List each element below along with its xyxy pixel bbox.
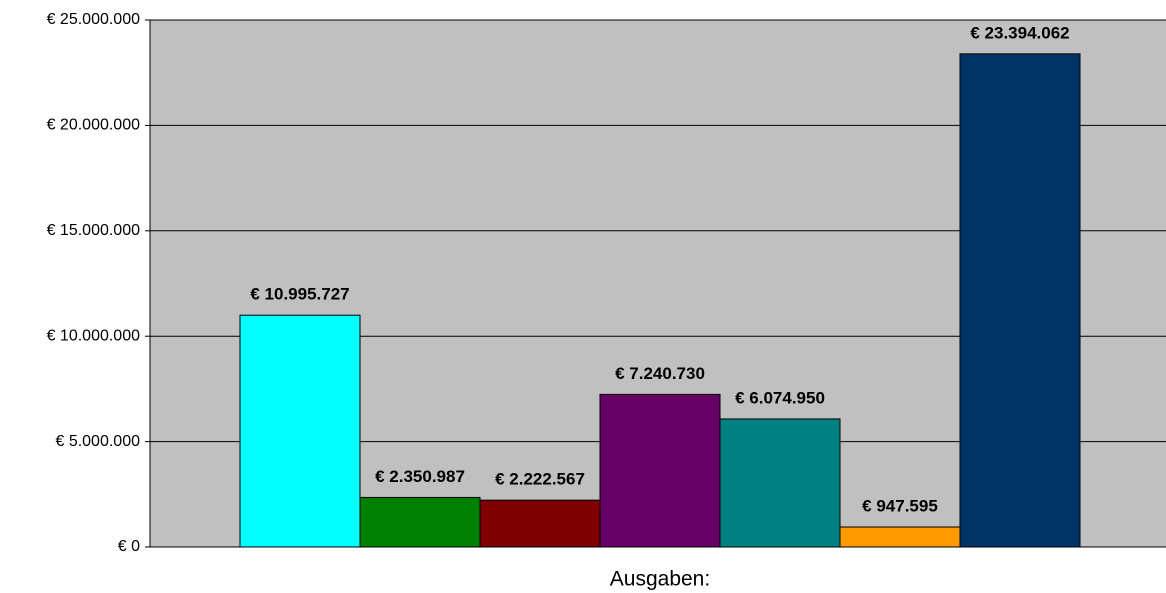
bar <box>599 393 721 548</box>
bar <box>239 314 361 548</box>
y-tick-label: € 15.000.000 <box>47 222 141 239</box>
bar <box>959 53 1081 548</box>
bar <box>479 499 601 548</box>
y-tick-label: € 25.000.000 <box>47 11 141 28</box>
bar <box>839 526 961 548</box>
bar <box>359 496 481 548</box>
y-tick-label: € 5.000.000 <box>55 433 140 450</box>
data-label: € 2.222.567 <box>495 470 585 489</box>
x-axis-label: Ausgaben: <box>610 568 710 591</box>
data-label: € 7.240.730 <box>615 364 705 383</box>
y-tick-label: € 0 <box>118 538 140 555</box>
data-label: € 947.595 <box>862 497 938 516</box>
y-tick-label: € 20.000.000 <box>47 117 141 134</box>
data-label: € 2.350.987 <box>375 467 465 486</box>
data-label: € 10.995.727 <box>250 285 349 304</box>
data-label: € 23.394.062 <box>970 23 1069 42</box>
bar <box>719 418 841 548</box>
data-label: € 6.074.950 <box>735 388 825 407</box>
y-tick-label: € 10.000.000 <box>47 327 141 344</box>
